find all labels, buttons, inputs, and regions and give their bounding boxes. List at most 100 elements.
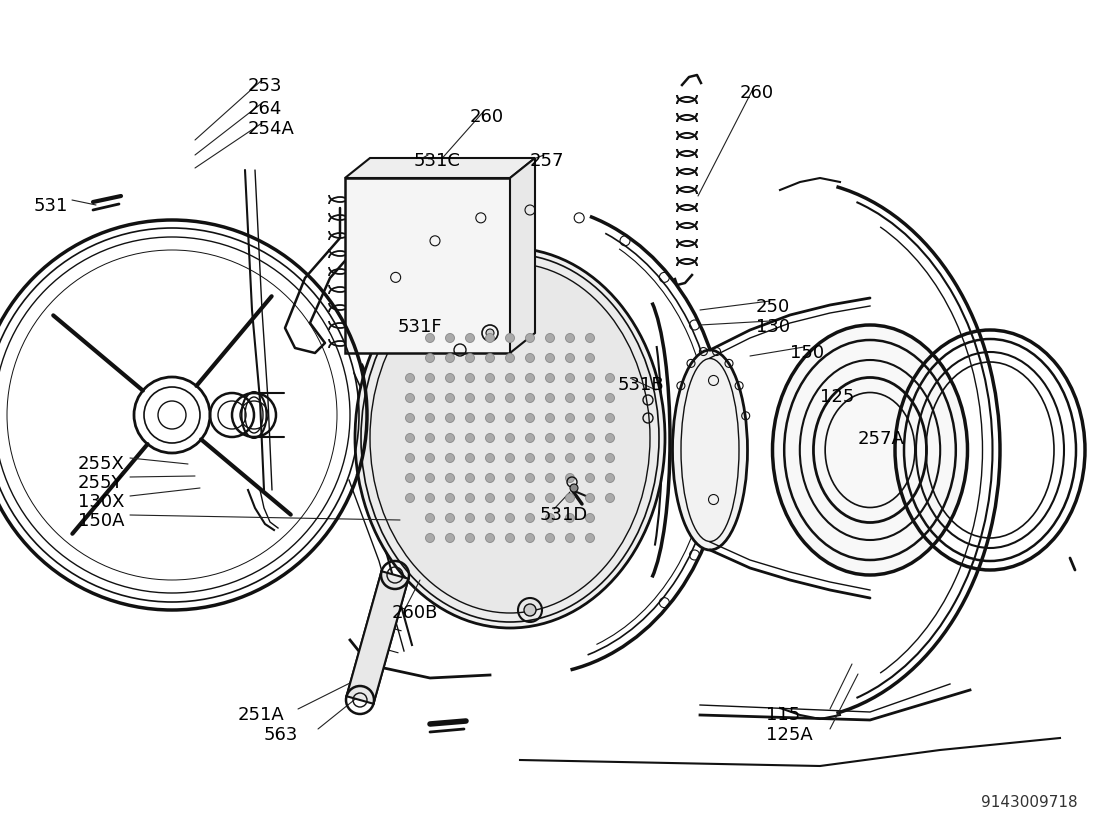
Circle shape [565,533,574,543]
Circle shape [506,374,515,382]
Ellipse shape [370,263,650,613]
Circle shape [585,393,594,402]
Circle shape [446,454,454,463]
Text: 150A: 150A [78,512,124,530]
Circle shape [465,474,474,482]
Circle shape [526,333,535,343]
Circle shape [506,474,515,482]
Circle shape [585,433,594,443]
Circle shape [485,513,495,522]
Circle shape [446,354,454,363]
Circle shape [526,374,535,382]
Circle shape [585,354,594,363]
Circle shape [506,513,515,522]
Circle shape [506,494,515,502]
Ellipse shape [355,248,666,628]
Text: 130: 130 [756,318,790,336]
Circle shape [506,454,515,463]
Text: 255Y: 255Y [78,474,123,492]
Circle shape [465,494,474,502]
Circle shape [565,354,574,363]
Circle shape [485,333,495,343]
Circle shape [526,433,535,443]
Text: 251A: 251A [238,706,285,724]
Circle shape [526,354,535,363]
Circle shape [406,474,415,482]
Circle shape [506,393,515,402]
Circle shape [506,354,515,363]
Circle shape [546,474,554,482]
Text: 531D: 531D [540,506,589,524]
Circle shape [585,513,594,522]
Text: 257: 257 [530,152,564,170]
Text: 125: 125 [820,388,855,406]
Ellipse shape [772,325,968,575]
Polygon shape [510,158,535,353]
Circle shape [526,494,535,502]
Circle shape [605,474,615,482]
Circle shape [506,433,515,443]
Circle shape [570,484,578,492]
Circle shape [426,433,434,443]
Circle shape [605,393,615,402]
Circle shape [465,454,474,463]
Circle shape [506,533,515,543]
Circle shape [585,533,594,543]
Circle shape [546,333,554,343]
Circle shape [465,513,474,522]
Circle shape [406,374,415,382]
Circle shape [406,393,415,402]
Circle shape [546,533,554,543]
Circle shape [465,374,474,382]
Circle shape [565,513,574,522]
Circle shape [426,413,434,423]
Circle shape [546,374,554,382]
Text: 9143009718: 9143009718 [981,795,1078,810]
Circle shape [426,513,434,522]
Circle shape [426,393,434,402]
Circle shape [446,533,454,543]
Circle shape [446,433,454,443]
Circle shape [446,494,454,502]
Circle shape [426,333,434,343]
Circle shape [546,494,554,502]
Circle shape [605,374,615,382]
Ellipse shape [361,254,659,622]
Circle shape [465,393,474,402]
Text: 150: 150 [790,344,824,362]
Text: 531B: 531B [618,376,664,394]
Text: 130X: 130X [78,493,124,511]
Circle shape [605,413,615,423]
Circle shape [406,494,415,502]
Circle shape [585,374,594,382]
Circle shape [565,393,574,402]
Circle shape [486,329,494,337]
Circle shape [546,513,554,522]
Circle shape [426,454,434,463]
Circle shape [546,354,554,363]
Circle shape [465,433,474,443]
Circle shape [565,494,574,502]
Circle shape [565,333,574,343]
Text: 125A: 125A [766,726,813,744]
Circle shape [506,413,515,423]
Circle shape [406,433,415,443]
Circle shape [485,433,495,443]
Circle shape [426,533,434,543]
Circle shape [485,354,495,363]
Circle shape [465,413,474,423]
Circle shape [565,433,574,443]
Text: 257A: 257A [858,430,905,448]
Circle shape [546,413,554,423]
Text: 264: 264 [248,100,283,118]
Circle shape [546,454,554,463]
Circle shape [465,333,474,343]
Polygon shape [346,571,408,704]
Circle shape [485,454,495,463]
Circle shape [446,474,454,482]
Circle shape [605,454,615,463]
Circle shape [426,474,434,482]
Circle shape [446,413,454,423]
Circle shape [465,354,474,363]
Circle shape [526,393,535,402]
